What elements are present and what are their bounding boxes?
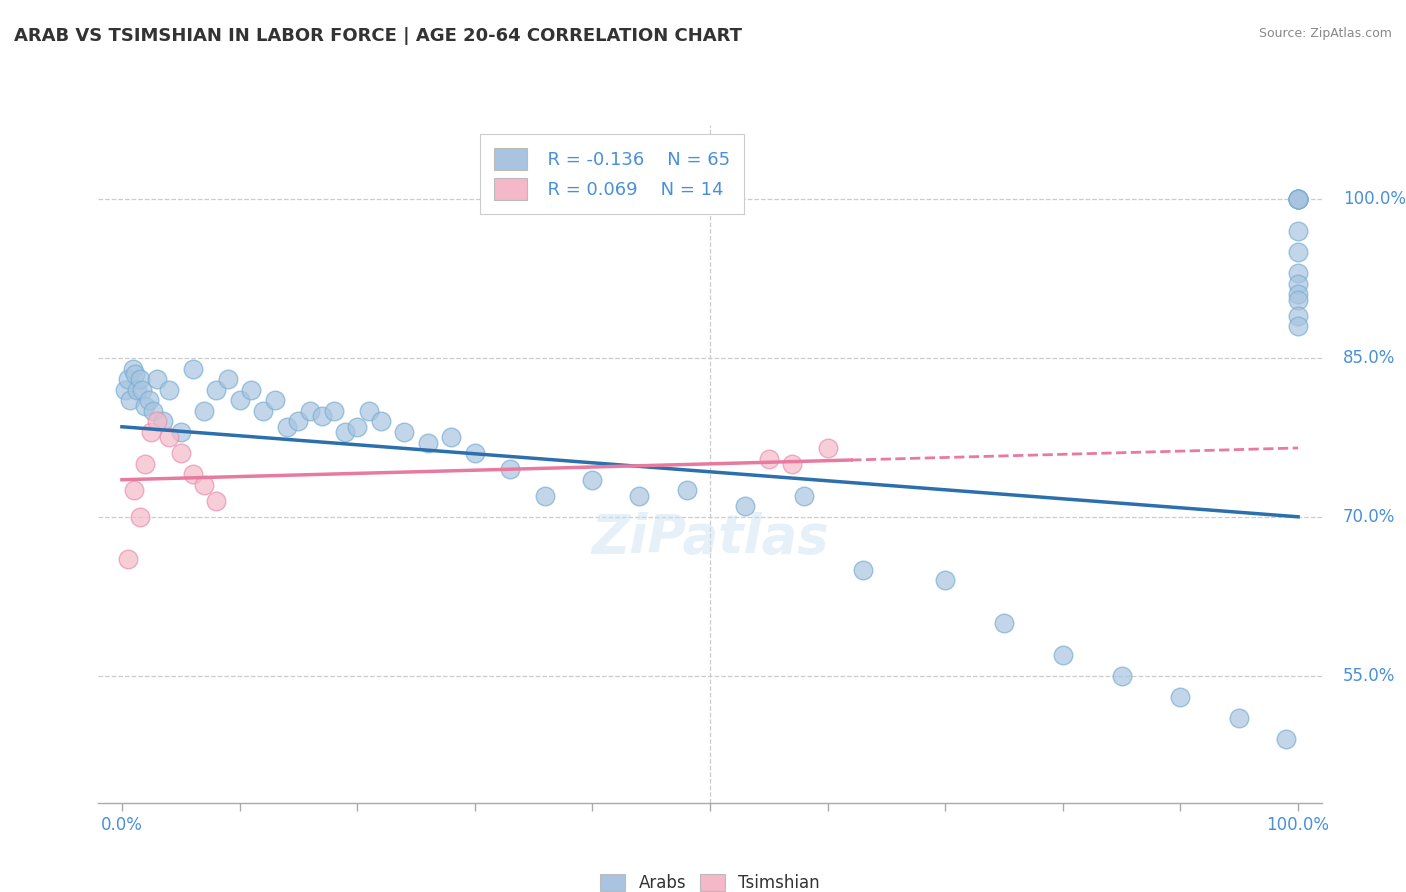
Point	[346, 419, 368, 434]
Point	[181, 361, 204, 376]
Point	[1286, 192, 1309, 206]
Point	[1286, 277, 1309, 291]
Point	[416, 435, 439, 450]
Point	[128, 372, 150, 386]
Point	[141, 425, 163, 439]
Point	[252, 404, 274, 418]
Point	[1286, 192, 1309, 206]
Point	[817, 441, 839, 455]
Point	[628, 489, 651, 503]
Point	[1111, 669, 1133, 683]
Text: 100.0%: 100.0%	[1343, 190, 1406, 208]
Point	[124, 367, 146, 381]
Point	[134, 457, 156, 471]
Text: 85.0%: 85.0%	[1343, 349, 1395, 367]
Point	[1170, 690, 1192, 704]
Point	[534, 489, 557, 503]
Point	[228, 393, 250, 408]
Text: ZiPatlas: ZiPatlas	[591, 512, 830, 564]
Point	[852, 563, 875, 577]
Point	[1286, 192, 1309, 206]
Point	[440, 430, 463, 444]
Point	[276, 419, 298, 434]
Point	[1286, 224, 1309, 238]
Point	[127, 383, 149, 397]
Point	[205, 383, 228, 397]
Point	[1286, 309, 1309, 323]
Point	[131, 383, 153, 397]
Point	[146, 414, 169, 428]
Point	[793, 489, 815, 503]
Point	[193, 404, 215, 418]
Point	[138, 393, 160, 408]
Point	[170, 425, 193, 439]
Point	[193, 478, 215, 492]
Point	[311, 409, 333, 424]
Text: 70.0%: 70.0%	[1343, 508, 1395, 525]
Point	[1275, 732, 1298, 747]
Point	[128, 509, 150, 524]
Point	[335, 425, 357, 439]
Point	[157, 430, 180, 444]
Point	[1052, 648, 1074, 662]
Point	[1286, 293, 1309, 307]
Text: ARAB VS TSIMSHIAN IN LABOR FORCE | AGE 20-64 CORRELATION CHART: ARAB VS TSIMSHIAN IN LABOR FORCE | AGE 2…	[14, 27, 742, 45]
Point	[263, 393, 285, 408]
Text: Source: ZipAtlas.com: Source: ZipAtlas.com	[1258, 27, 1392, 40]
Point	[581, 473, 603, 487]
Point	[675, 483, 697, 498]
Point	[181, 467, 204, 482]
Point	[114, 383, 136, 397]
Point	[117, 372, 139, 386]
Point	[134, 399, 156, 413]
Point	[152, 414, 174, 428]
Point	[357, 404, 380, 418]
Point	[1286, 287, 1309, 301]
Point	[240, 383, 263, 397]
Point	[1286, 192, 1309, 206]
Point	[993, 615, 1015, 630]
Point	[141, 404, 163, 418]
Point	[1286, 192, 1309, 206]
Point	[120, 393, 142, 408]
Point	[117, 552, 139, 566]
Point	[1286, 244, 1309, 259]
Point	[370, 414, 392, 428]
Point	[758, 451, 780, 466]
Legend: Arabs, Tsimshian: Arabs, Tsimshian	[592, 865, 828, 892]
Point	[121, 361, 143, 376]
Point	[934, 574, 956, 588]
Point	[299, 404, 322, 418]
Point	[499, 462, 522, 476]
Point	[1286, 266, 1309, 280]
Text: 55.0%: 55.0%	[1343, 666, 1395, 685]
Point	[217, 372, 239, 386]
Point	[1286, 192, 1309, 206]
Point	[322, 404, 344, 418]
Point	[782, 457, 804, 471]
Point	[1286, 319, 1309, 334]
Point	[287, 414, 309, 428]
Point	[394, 425, 416, 439]
Point	[205, 494, 228, 508]
Point	[146, 372, 169, 386]
Point	[157, 383, 180, 397]
Point	[122, 483, 145, 498]
Point	[734, 500, 756, 514]
Point	[170, 446, 193, 460]
Point	[1227, 711, 1250, 725]
Point	[464, 446, 486, 460]
